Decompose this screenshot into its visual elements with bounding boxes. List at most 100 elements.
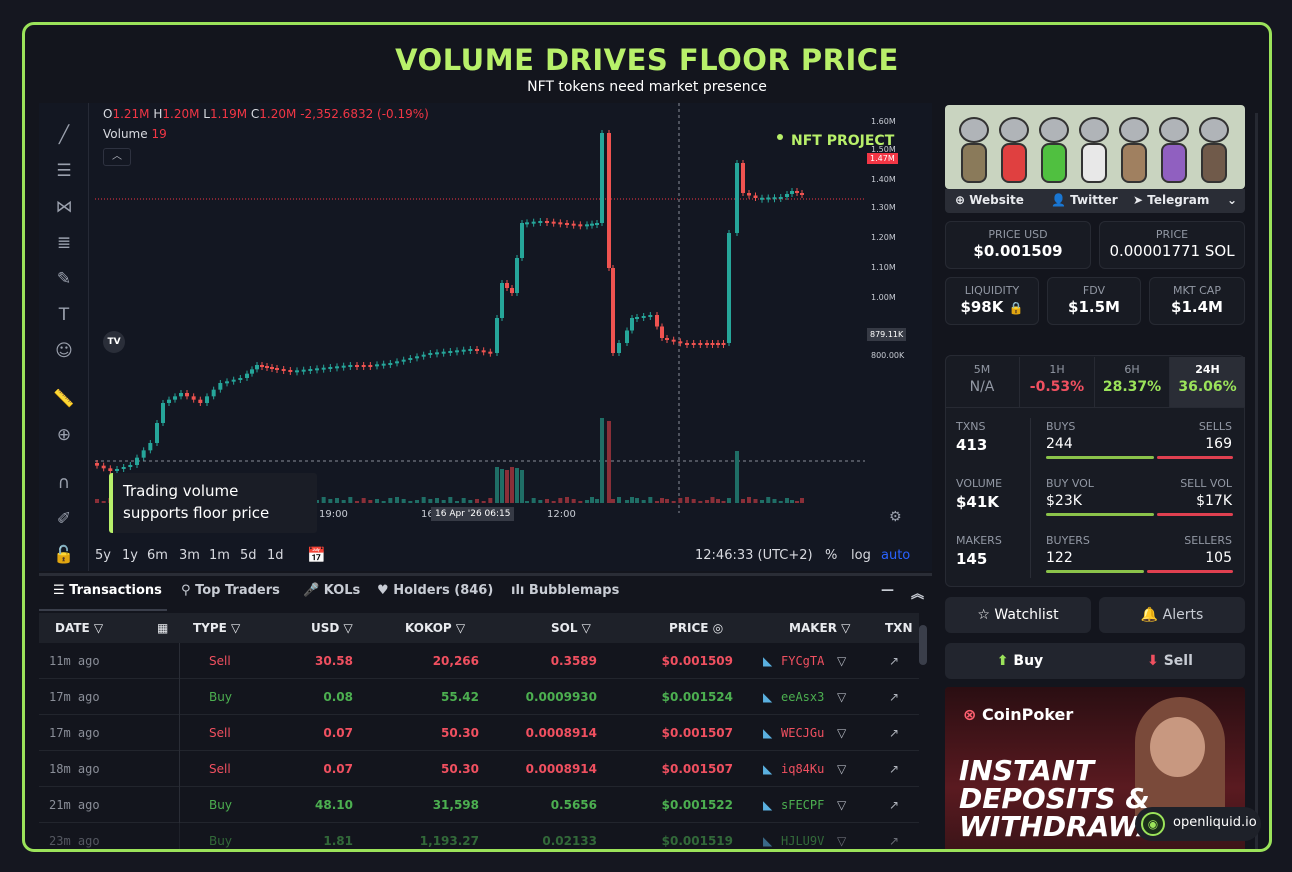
period-5m[interactable]: 5M N/A	[945, 357, 1020, 407]
volume-bar	[600, 418, 604, 503]
telegram-link[interactable]: ➤ Telegram	[1133, 193, 1210, 207]
collapse-legend-button[interactable]: ︿	[103, 148, 131, 166]
table-row[interactable]: 21m ago Buy 48.10 31,598 0.5656 $0.001522 sFEC…	[39, 787, 919, 823]
log-toggle[interactable]: log	[851, 548, 871, 563]
chevron-down-icon[interactable]: ⌄	[1227, 193, 1238, 207]
maker-avatar-icon: ◣	[763, 726, 773, 740]
tab-holders[interactable]: ♥ Holders (846)	[377, 583, 494, 598]
ruler-icon[interactable]: 📏	[53, 389, 75, 409]
volume-bar	[710, 497, 715, 503]
cell-maker[interactable]: eeAsx3	[781, 690, 825, 704]
tf-5y[interactable]: 5y	[95, 548, 111, 563]
cell-maker[interactable]: WECJGu	[781, 726, 825, 740]
volume-bar	[685, 497, 689, 503]
table-row[interactable]: 11m ago Sell 30.58 20,266 0.3589 $0.001509 FYC…	[39, 643, 919, 679]
period-1h[interactable]: 1H -0.53%	[1020, 357, 1095, 407]
table-row[interactable]: 17m ago Sell 0.07 50.30 0.0008914 $0.001507 WE…	[39, 715, 919, 751]
openliquid-badge[interactable]: ◉ openliquid.io	[1135, 807, 1261, 841]
filter-icon[interactable]: ▽	[837, 726, 847, 740]
tf-5d[interactable]: 5d	[240, 548, 257, 563]
twitter-link[interactable]: 👤 Twitter	[1051, 193, 1118, 207]
tab-kols[interactable]: 🎤 KOLs	[303, 583, 361, 598]
auto-toggle[interactable]: auto	[881, 548, 911, 563]
period-6h[interactable]: 6H 28.37%	[1095, 357, 1170, 407]
tf-1m[interactable]: 1m	[209, 548, 230, 563]
lock-icon[interactable]: 🔓	[53, 545, 75, 565]
sell-button[interactable]: ⬇ Sell	[1147, 653, 1193, 669]
magnet-icon[interactable]: ∩	[57, 473, 71, 493]
filter-icon[interactable]: ▽	[837, 834, 847, 848]
col-type[interactable]: TYPE ▽	[193, 621, 241, 635]
candle	[671, 339, 676, 342]
period-24h[interactable]: 24H 36.06%	[1170, 357, 1245, 407]
external-link-icon[interactable]: ↗	[889, 654, 900, 668]
table-row[interactable]: 23m ago Buy 1.81 1,193.27 0.02133 $0.001519 HJ…	[39, 823, 919, 849]
candle	[481, 350, 486, 353]
filter-icon[interactable]: ▽	[837, 690, 847, 704]
percent-toggle[interactable]: %	[825, 548, 838, 563]
candle	[238, 378, 243, 380]
date-range-icon[interactable]: 📅	[307, 546, 326, 564]
tab-bubblemaps[interactable]: ılı Bubblemaps	[511, 583, 620, 598]
table-scrollbar[interactable]	[919, 625, 927, 665]
candle	[167, 399, 171, 403]
external-link-icon[interactable]: ↗	[889, 726, 900, 740]
col-maker[interactable]: MAKER ▽	[789, 621, 851, 635]
tf-1y[interactable]: 1y	[122, 548, 138, 563]
trend-line-icon[interactable]: ╱	[58, 125, 70, 145]
candle	[795, 191, 799, 193]
panel-scrollbar[interactable]	[1255, 113, 1258, 849]
filter-icon[interactable]: ▽	[837, 798, 847, 812]
cell-maker[interactable]: HJLU9V	[781, 834, 825, 848]
tradingview-logo[interactable]: TV	[103, 331, 125, 353]
col-date[interactable]: DATE ▽	[55, 621, 104, 635]
website-link[interactable]: ⊕ Website	[955, 193, 1024, 207]
text-icon[interactable]: T	[58, 305, 70, 325]
emoji-icon[interactable]: ☺	[55, 341, 73, 361]
table-row[interactable]: 17m ago Buy 0.08 55.42 0.0009930 $0.001524 eeA…	[39, 679, 919, 715]
cell-date: 11m ago	[49, 654, 100, 668]
horizontal-lines-icon[interactable]: ☰	[56, 161, 72, 181]
brush-icon[interactable]: ✎	[56, 269, 72, 289]
volume-bar	[790, 500, 794, 503]
volume-bar	[441, 500, 446, 503]
candle	[205, 396, 209, 403]
external-link-icon[interactable]: ↗	[889, 762, 900, 776]
bottom-tabs: ☰ Transactions ⚲ Top Traders 🎤 KOLs ♥ Ho…	[39, 573, 932, 613]
price-chart[interactable]: ╱ ☰ ⋈ ≣ ✎ T ☺ 📏 ⊕ ∩ ✐ 🔓 1.60M 1.50M 1.40M 1…	[39, 103, 932, 571]
tf-6m[interactable]: 6m	[147, 548, 168, 563]
col-price[interactable]: PRICE ◎	[669, 621, 724, 635]
tab-transactions[interactable]: ☰ Transactions	[53, 583, 162, 598]
filter-icon[interactable]: ▽	[837, 762, 847, 776]
col-sol[interactable]: SOL ▽	[551, 621, 591, 635]
external-link-icon[interactable]: ↗	[889, 690, 900, 704]
fib-icon[interactable]: ≣	[56, 233, 72, 253]
tab-top-traders[interactable]: ⚲ Top Traders	[181, 583, 280, 598]
minimize-icon[interactable]: —	[881, 583, 894, 598]
external-link-icon[interactable]: ↗	[889, 834, 900, 848]
calendar-icon[interactable]: ▦	[157, 621, 169, 635]
candle	[525, 222, 529, 225]
lock-drawing-icon[interactable]: ✐	[56, 509, 72, 529]
alerts-button[interactable]: 🔔 Alerts	[1099, 597, 1245, 633]
tf-1d[interactable]: 1d	[267, 548, 284, 563]
col-kokop[interactable]: KOKOP ▽	[405, 621, 466, 635]
cell-maker[interactable]: FYCgTA	[781, 654, 825, 668]
settings-icon[interactable]: ⚙	[889, 509, 902, 525]
watchlist-button[interactable]: ☆ Watchlist	[945, 597, 1091, 633]
cell-sol: 0.0008914	[525, 762, 597, 776]
tf-3m[interactable]: 3m	[179, 548, 200, 563]
pattern-icon[interactable]: ⋈	[55, 197, 73, 217]
col-usd[interactable]: USD ▽	[311, 621, 353, 635]
cell-maker[interactable]: sFECPF	[781, 798, 825, 812]
external-link-icon[interactable]: ↗	[889, 798, 900, 812]
cell-date: 17m ago	[49, 726, 100, 740]
filter-icon[interactable]: ▽	[837, 654, 847, 668]
table-row[interactable]: 18m ago Sell 0.07 50.30 0.0008914 $0.001507 iq…	[39, 751, 919, 787]
cell-maker[interactable]: iq84Ku	[781, 762, 825, 776]
expand-icon[interactable]: ︽	[911, 587, 925, 602]
cell-kokop: 50.30	[441, 762, 479, 776]
zoom-icon[interactable]: ⊕	[56, 425, 72, 445]
candlestick-plot[interactable]	[95, 103, 865, 513]
buy-button[interactable]: ⬆ Buy	[996, 653, 1044, 669]
